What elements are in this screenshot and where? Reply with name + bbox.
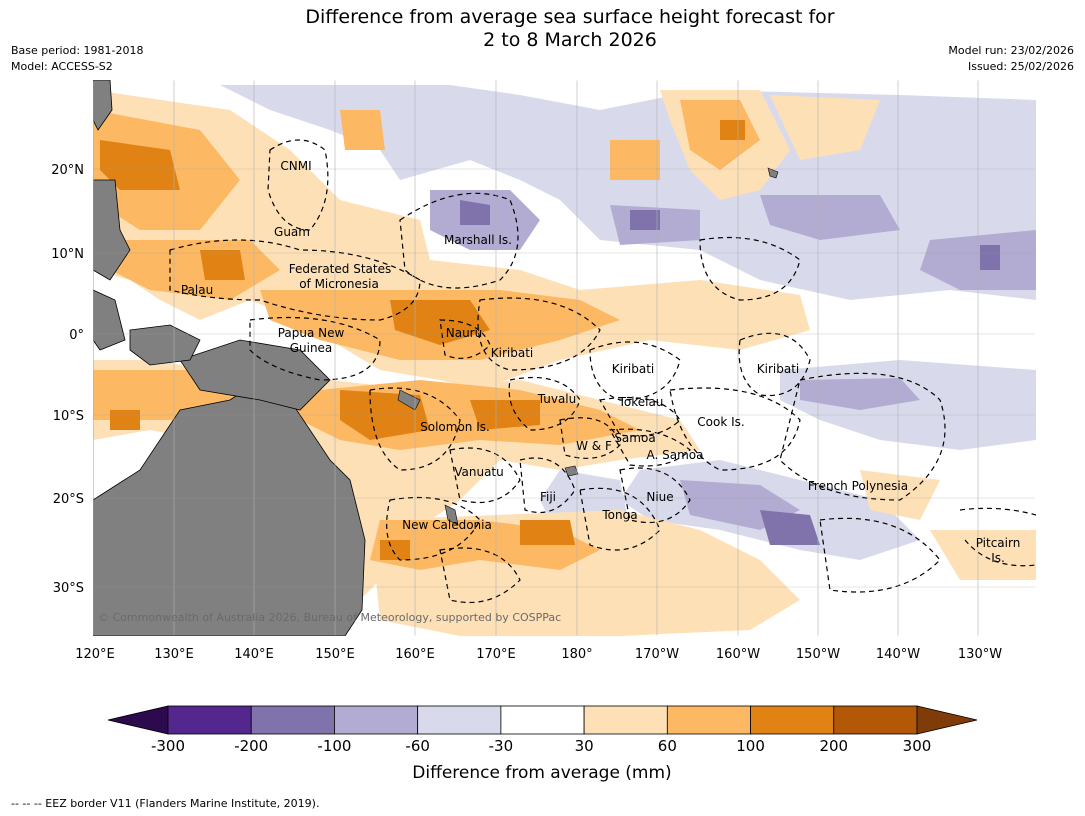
colorbar-segment bbox=[250, 705, 335, 735]
colorbar-tick-label: -300 bbox=[151, 737, 185, 755]
copyright-watermark: © Commonwealth of Australia 2026, Bureau… bbox=[98, 611, 561, 624]
region-label: W & F bbox=[576, 439, 612, 453]
colorbar-tick-label: 60 bbox=[658, 737, 677, 755]
land-masses bbox=[93, 80, 779, 636]
colorbar-tick-label: -200 bbox=[234, 737, 268, 755]
region-label: Guam bbox=[274, 225, 310, 239]
region-label: Marshall Is. bbox=[444, 233, 512, 247]
region-label: Samoa bbox=[614, 431, 655, 445]
colorbar-tick-label: 100 bbox=[736, 737, 765, 755]
region-label: French Polynesia bbox=[808, 479, 908, 493]
lon-label: 120°E bbox=[75, 647, 115, 662]
colorbar-tick-label: -30 bbox=[489, 737, 514, 755]
meridians bbox=[93, 80, 979, 636]
region-label: of Micronesia bbox=[299, 277, 379, 291]
model-name: Model: ACCESS-S2 bbox=[11, 60, 113, 73]
lon-label: 130°W bbox=[958, 647, 1002, 662]
colorbar-extend-high bbox=[916, 705, 978, 735]
lat-label: 10°S bbox=[53, 409, 84, 424]
colorbar-extend-low bbox=[107, 705, 169, 735]
region-label: Tokelau bbox=[618, 395, 664, 409]
region-label: Palau bbox=[181, 283, 213, 297]
colorbar: -300 -200 -100 -60 -30 30 60 100 200 300 Differen… bbox=[107, 705, 978, 783]
region-label: Papua New bbox=[278, 326, 345, 340]
colorbar-tick-label: -100 bbox=[317, 737, 351, 755]
title-line-1: Difference from average sea surface heig… bbox=[305, 6, 835, 28]
lon-label: 180° bbox=[561, 647, 592, 662]
colorbar-segment bbox=[583, 705, 668, 735]
region-label: Tonga bbox=[601, 508, 637, 522]
issued-date: Issued: 25/02/2026 bbox=[967, 60, 1074, 73]
lon-label: 160°W bbox=[716, 647, 760, 662]
region-label: Niue bbox=[646, 490, 673, 504]
lat-label: 20°S bbox=[53, 492, 84, 507]
colorbar-ticks: -300 -200 -100 -60 -30 30 60 100 200 300 bbox=[151, 737, 931, 755]
lon-label: 160°E bbox=[395, 647, 435, 662]
region-label: Guinea bbox=[290, 341, 333, 355]
colorbar-segment bbox=[500, 705, 585, 735]
colorbar-tick-label: -60 bbox=[405, 737, 430, 755]
chart-title: Difference from average sea surface heig… bbox=[0, 6, 1085, 52]
model-run: Model run: 23/02/2026 bbox=[948, 44, 1074, 57]
region-label: Kiribati bbox=[612, 362, 654, 376]
region-label: Federated States bbox=[289, 262, 391, 276]
map-canvas: CNMI Guam Marshall Is. Federated States … bbox=[93, 80, 1036, 636]
region-label: Is. bbox=[991, 551, 1005, 565]
lat-label: 30°S bbox=[53, 581, 84, 596]
colorbar-segment bbox=[167, 705, 252, 735]
region-label: Fiji bbox=[540, 490, 556, 504]
lat-label: 10°N bbox=[51, 247, 84, 262]
colorbar-segment bbox=[833, 705, 918, 735]
region-label: Tuvalu bbox=[537, 392, 577, 406]
lon-label: 170°E bbox=[476, 647, 516, 662]
region-label: Vanuatu bbox=[454, 465, 504, 479]
lat-label: 0° bbox=[69, 328, 84, 343]
colorbar-segments bbox=[107, 705, 978, 735]
eez-legend-note: -- -- -- EEZ border V11 (Flanders Marine… bbox=[11, 797, 320, 810]
region-label: New Caledonia bbox=[402, 518, 492, 532]
lon-label: 150°E bbox=[315, 647, 355, 662]
graticule bbox=[93, 168, 1036, 588]
region-label: Kiribati bbox=[491, 346, 533, 360]
region-label: Kiribati bbox=[757, 362, 799, 376]
colorbar-segment bbox=[750, 705, 835, 735]
lat-label: 20°N bbox=[51, 163, 84, 178]
colorbar-tick-label: 30 bbox=[575, 737, 594, 755]
meta-left: Base period: 1981-2018 Model: ACCESS-S2 bbox=[11, 43, 143, 75]
region-label: Nauru bbox=[446, 326, 482, 340]
colorbar-segment bbox=[666, 705, 751, 735]
region-label: Pitcairn bbox=[976, 536, 1021, 550]
region-label: A. Samoa bbox=[647, 448, 704, 462]
lon-label: 130°E bbox=[154, 647, 194, 662]
lon-label: 140°W bbox=[876, 647, 920, 662]
lon-label: 140°E bbox=[234, 647, 274, 662]
base-period: Base period: 1981-2018 bbox=[11, 44, 144, 57]
title-line-2: 2 to 8 March 2026 bbox=[483, 29, 657, 51]
colorbar-title: Difference from average (mm) bbox=[412, 763, 671, 783]
region-label: Cook Is. bbox=[697, 415, 744, 429]
region-label: CNMI bbox=[280, 159, 311, 173]
meta-right: Model run: 23/02/2026 Issued: 25/02/2026 bbox=[948, 43, 1074, 75]
colorbar-tick-label: 200 bbox=[819, 737, 848, 755]
lon-label: 150°W bbox=[796, 647, 840, 662]
lon-label: 170°W bbox=[635, 647, 679, 662]
eez-borders bbox=[169, 139, 1036, 604]
colorbar-segment bbox=[334, 705, 419, 735]
region-label: Solomon Is. bbox=[420, 420, 490, 434]
colorbar-tick-label: 300 bbox=[903, 737, 932, 755]
colorbar-segment bbox=[417, 705, 502, 735]
